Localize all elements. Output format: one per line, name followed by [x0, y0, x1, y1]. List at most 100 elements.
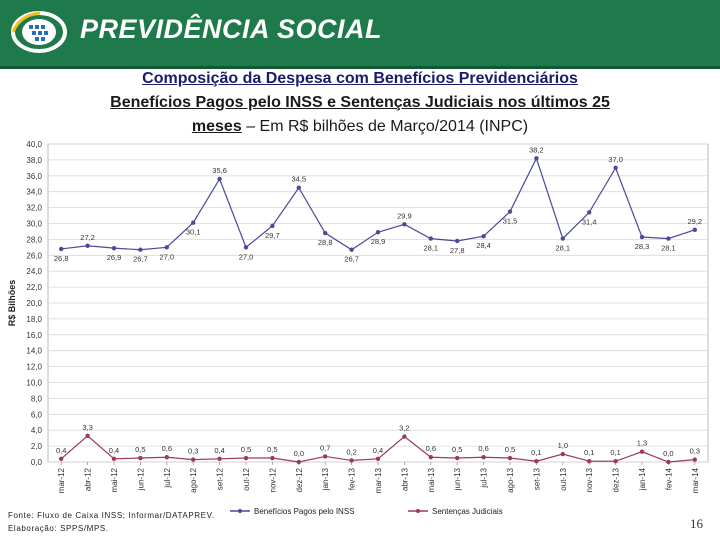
data-point — [138, 247, 143, 252]
series-line — [61, 156, 695, 251]
data-point — [59, 246, 64, 252]
y-tick-label: 18,0 — [26, 315, 42, 324]
y-tick-label: 34,0 — [26, 188, 42, 197]
y-tick-label: 26,0 — [26, 251, 42, 260]
data-label: 28,4 — [476, 241, 491, 250]
x-tick-label: abr-12 — [84, 467, 93, 491]
data-point — [613, 459, 618, 464]
data-label: 0,4 — [109, 446, 119, 455]
y-tick-label: 6,0 — [31, 410, 43, 419]
data-label: 30,1 — [186, 228, 201, 237]
data-point — [507, 209, 513, 214]
data-point — [481, 455, 486, 460]
x-tick-label: jul-12 — [163, 467, 172, 488]
data-point — [85, 243, 90, 248]
data-label: 26,8 — [54, 254, 69, 263]
data-label: 0,5 — [505, 445, 515, 454]
x-tick-label: ago-12 — [189, 467, 198, 492]
data-point — [296, 459, 301, 465]
data-label: 34,5 — [291, 175, 306, 184]
x-tick-label: dez-13 — [612, 467, 621, 492]
chart-title-line1: Composição da Despesa com Benefícios Pre… — [142, 70, 578, 87]
data-label: 0,0 — [294, 449, 304, 458]
data-label: 0,0 — [663, 449, 673, 458]
data-point — [639, 449, 645, 454]
data-point — [323, 454, 328, 459]
data-label: 1,0 — [558, 441, 568, 450]
data-point — [349, 458, 354, 463]
data-label: 28,1 — [661, 244, 676, 253]
data-point — [217, 176, 222, 182]
data-point — [349, 247, 354, 252]
line-chart: 0,0 2,0 4,0 6,0 8,0 10,0 12,0 14,0 16,0 18,0 20,0 2… — [7, 140, 709, 516]
data-point — [666, 236, 671, 241]
data-point — [191, 457, 196, 462]
x-tick-label: mai-13 — [427, 467, 436, 492]
data-label: 28,1 — [423, 244, 438, 253]
data-label: 0,7 — [320, 443, 330, 452]
data-point — [138, 455, 143, 461]
y-tick-label: 36,0 — [26, 172, 42, 181]
y-tick-label: 38,0 — [26, 156, 42, 165]
data-label: 26,7 — [344, 255, 359, 264]
credit-note: Elaboração: SPPS/MPS. — [8, 524, 109, 533]
data-point — [243, 455, 249, 461]
data-point — [164, 455, 169, 460]
y-tick-label: 10,0 — [26, 379, 42, 388]
data-point — [560, 451, 565, 457]
data-point — [587, 210, 592, 215]
data-label: 0,4 — [214, 446, 224, 455]
x-tick-label: out-13 — [559, 467, 568, 490]
y-tick-label: 16,0 — [26, 331, 42, 340]
page-number: 16 — [690, 516, 703, 531]
data-label: 0,6 — [426, 444, 436, 453]
data-point — [217, 456, 222, 462]
data-point — [191, 220, 196, 225]
legend-marker — [416, 509, 420, 513]
brand-name: PREVIDÊNCIA SOCIAL — [80, 14, 383, 44]
data-label: 28,8 — [318, 238, 333, 247]
data-label: 27,8 — [450, 246, 465, 255]
chart-title-line3: meses – Em R$ bilhões de Março/2014 (INP… — [0, 118, 720, 136]
data-point — [270, 223, 275, 229]
data-point — [243, 245, 249, 250]
y-tick-label: 2,0 — [31, 442, 43, 451]
x-tick-label: set-12 — [216, 467, 225, 490]
data-point — [481, 234, 486, 239]
data-label: 26,7 — [133, 255, 148, 264]
data-point — [639, 234, 645, 240]
x-tick-label: jan-13 — [321, 467, 330, 491]
data-point — [428, 455, 433, 460]
data-label: 0,5 — [452, 445, 462, 454]
data-label: 0,5 — [267, 445, 277, 454]
chart-title-line3-rest: – Em R$ bilhões de Março/2014 (INPC) — [241, 118, 529, 135]
data-point — [455, 455, 460, 461]
x-tick-label: mar-12 — [57, 467, 66, 493]
data-label: 3,3 — [82, 423, 92, 432]
x-tick-label: mar-13 — [374, 467, 383, 493]
data-point — [402, 434, 407, 439]
data-label: 31,5 — [503, 217, 518, 226]
data-point — [59, 456, 64, 462]
y-axis-label: R$ Bilhões — [7, 280, 17, 327]
data-label: 28,3 — [635, 242, 650, 251]
data-point — [296, 185, 301, 190]
data-label: 0,5 — [135, 445, 145, 454]
y-tick-label: 40,0 — [26, 140, 42, 149]
data-label: 0,1 — [531, 448, 541, 457]
data-point — [692, 227, 697, 233]
x-tick-label: fev-14 — [664, 467, 673, 490]
data-point — [560, 236, 565, 241]
data-label: 29,2 — [687, 217, 702, 226]
legend-label: Sentenças Judiciais — [432, 507, 503, 516]
data-point — [85, 433, 90, 438]
y-tick-label: 4,0 — [31, 426, 43, 435]
chart-title-line3-bold: meses — [191, 118, 242, 135]
data-point — [164, 245, 169, 250]
y-tick-label: 0,0 — [31, 458, 43, 467]
data-label: 38,2 — [529, 145, 544, 154]
data-label: 31,4 — [582, 217, 597, 226]
data-point — [666, 459, 671, 465]
source-note: Fonte: Fluxo de Caixa INSS; Informar/DAT… — [8, 511, 215, 520]
data-point — [455, 238, 460, 244]
